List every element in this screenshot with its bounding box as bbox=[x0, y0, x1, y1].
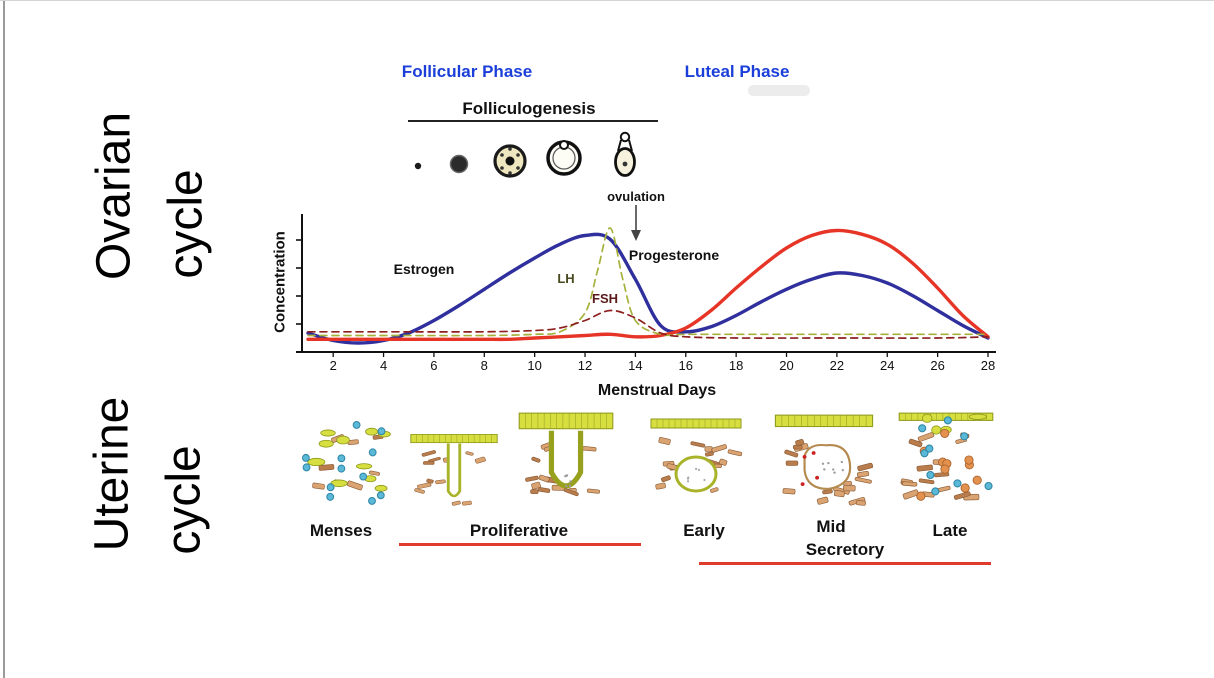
histology-secretory-early bbox=[650, 418, 743, 493]
chart-axes bbox=[296, 214, 996, 353]
ovulation-arrow bbox=[631, 205, 641, 241]
x-tick-label: 12 bbox=[578, 358, 592, 373]
curve-progesterone bbox=[306, 228, 990, 342]
uterine-cycle-label-word2: cycle bbox=[157, 445, 211, 555]
slide-left-edge bbox=[3, 0, 5, 678]
histology-secretory-late bbox=[898, 412, 994, 501]
x-axis-ticks: 2 4 6 8 10 12 14 16 18 20 22 24 26 28 bbox=[330, 352, 995, 373]
x-tick-label: 6 bbox=[430, 358, 437, 373]
histology-menses bbox=[301, 420, 391, 505]
estrogen-curve-label: Estrogen bbox=[394, 261, 455, 277]
x-tick-label: 10 bbox=[527, 358, 541, 373]
curve-layer bbox=[306, 227, 990, 345]
x-tick-label: 22 bbox=[830, 358, 844, 373]
histology-secretory-mid bbox=[774, 414, 874, 506]
proliferative-underline bbox=[399, 543, 641, 546]
ovarian-cycle-label-word1: Ovarian bbox=[87, 111, 141, 281]
histology-proliferative-early bbox=[410, 434, 498, 506]
stage-label-secretory: Secretory bbox=[805, 540, 885, 559]
follicle-stages-row bbox=[414, 131, 636, 178]
follicular-phase-label: Follicular Phase bbox=[401, 62, 533, 81]
x-tick-label: 26 bbox=[930, 358, 944, 373]
curve-estrogen bbox=[306, 232, 990, 345]
ovulation-label: ovulation bbox=[607, 189, 665, 204]
stage-label-menses: Menses bbox=[309, 521, 373, 540]
folliculogenesis-title: Folliculogenesis bbox=[462, 99, 596, 118]
x-tick-label: 16 bbox=[679, 358, 693, 373]
gray-smudge-artifact bbox=[748, 85, 810, 96]
stage-label-early: Early bbox=[683, 521, 725, 540]
secretory-underline bbox=[699, 562, 991, 565]
antral-follicle-icon bbox=[546, 140, 582, 176]
histology-proliferative-late bbox=[518, 412, 614, 497]
secondary-follicle-icon bbox=[493, 144, 527, 178]
stage-label-proliferative: Proliferative bbox=[469, 521, 569, 540]
x-tick-label: 20 bbox=[779, 358, 793, 373]
primordial-follicle-icon bbox=[414, 162, 422, 170]
progesterone-curve-label: Progesterone bbox=[629, 247, 719, 263]
uterine-cycle-label-word1: Uterine bbox=[85, 396, 139, 552]
x-tick-label: 4 bbox=[380, 358, 387, 373]
x-tick-label: 18 bbox=[729, 358, 743, 373]
primary-follicle-icon bbox=[449, 154, 469, 174]
fsh-curve-label: FSH bbox=[592, 291, 618, 306]
stage-label-mid: Mid bbox=[816, 517, 846, 536]
luteal-phase-label: Luteal Phase bbox=[684, 62, 790, 81]
ovulating-follicle-icon bbox=[614, 131, 636, 177]
x-tick-label: 8 bbox=[481, 358, 488, 373]
x-tick-label: 28 bbox=[981, 358, 995, 373]
lh-curve-label: LH bbox=[557, 271, 574, 286]
slide-top-edge bbox=[0, 0, 1214, 1]
x-tick-label: 14 bbox=[628, 358, 642, 373]
x-tick-label: 2 bbox=[330, 358, 337, 373]
stage-label-late: Late bbox=[932, 521, 968, 540]
folliculogenesis-underline bbox=[408, 120, 658, 122]
x-tick-label: 24 bbox=[880, 358, 894, 373]
hormone-chart: 2 4 6 8 10 12 14 16 18 20 22 24 26 28 Estrogen LH FSH… bbox=[296, 214, 996, 373]
x-axis-title: Menstrual Days bbox=[597, 382, 717, 399]
ovarian-cycle-label-word2: cycle bbox=[159, 169, 213, 279]
curve-lh bbox=[307, 227, 989, 337]
